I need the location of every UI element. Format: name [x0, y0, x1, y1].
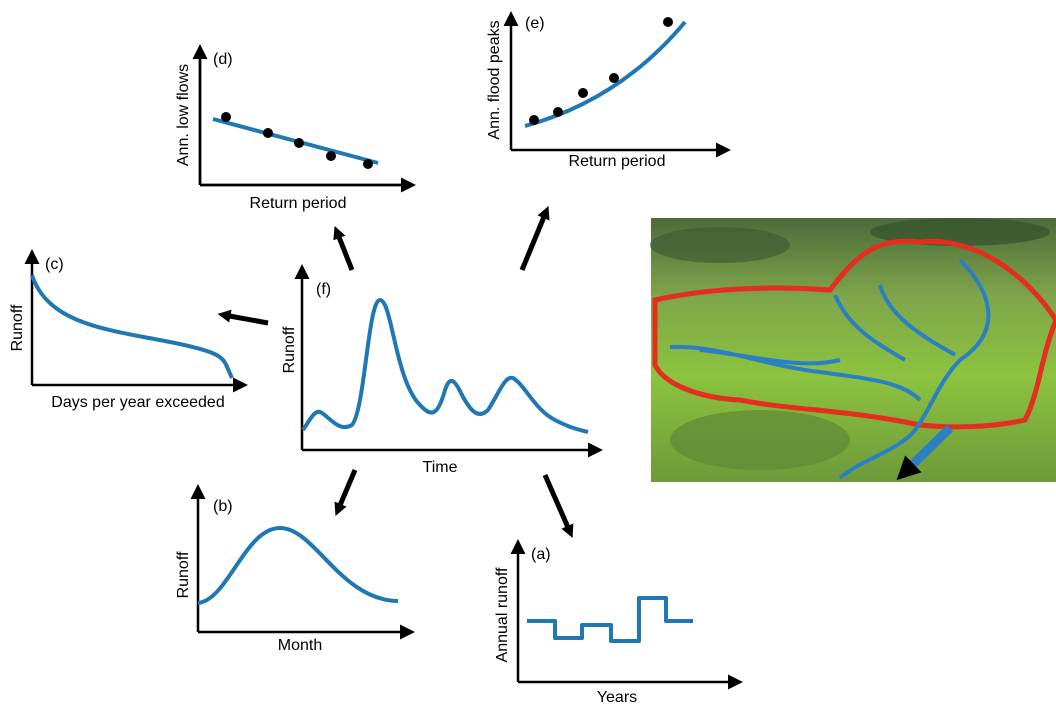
- panel-id: (b): [213, 498, 233, 515]
- x-axis-label: Time: [423, 459, 458, 476]
- panel-annual: (a) Annual runoff Years: [494, 539, 743, 704]
- panel-duration-curve: (c) Runoff Days per year exceeded: [9, 249, 248, 411]
- panel-id: (a): [531, 546, 551, 563]
- catchment-photo: [650, 218, 1056, 482]
- y-axis-label: Ann. low flows: [175, 64, 192, 166]
- panel-id: (d): [213, 51, 233, 68]
- y-axis-label: Runoff: [175, 551, 192, 598]
- panel-id: (e): [525, 15, 545, 32]
- x-axis-label: Days per year exceeded: [51, 394, 224, 411]
- y-axis-label: Runoff: [281, 326, 298, 373]
- flow-arrows: [217, 205, 574, 538]
- panel-id: (c): [45, 256, 64, 273]
- panel-hydrograph: (f) Runoff Time: [281, 264, 603, 476]
- y-axis-label: Runoff: [9, 304, 26, 351]
- x-axis-label: Return period: [250, 195, 347, 212]
- panel-id: (f): [316, 281, 331, 298]
- y-axis-label: Annual runoff: [494, 567, 511, 662]
- x-axis-label: Years: [597, 689, 637, 704]
- panel-low-flows: (d) Ann. low flows Return period: [175, 44, 416, 212]
- x-axis-label: Return period: [569, 153, 666, 170]
- x-axis-label: Month: [278, 637, 322, 654]
- panel-seasonal: (b) Runoff Month: [175, 484, 415, 654]
- y-axis-label: Ann. flood peaks: [486, 20, 503, 139]
- panel-flood-peaks: (e) Ann. flood peaks Return period: [486, 11, 731, 170]
